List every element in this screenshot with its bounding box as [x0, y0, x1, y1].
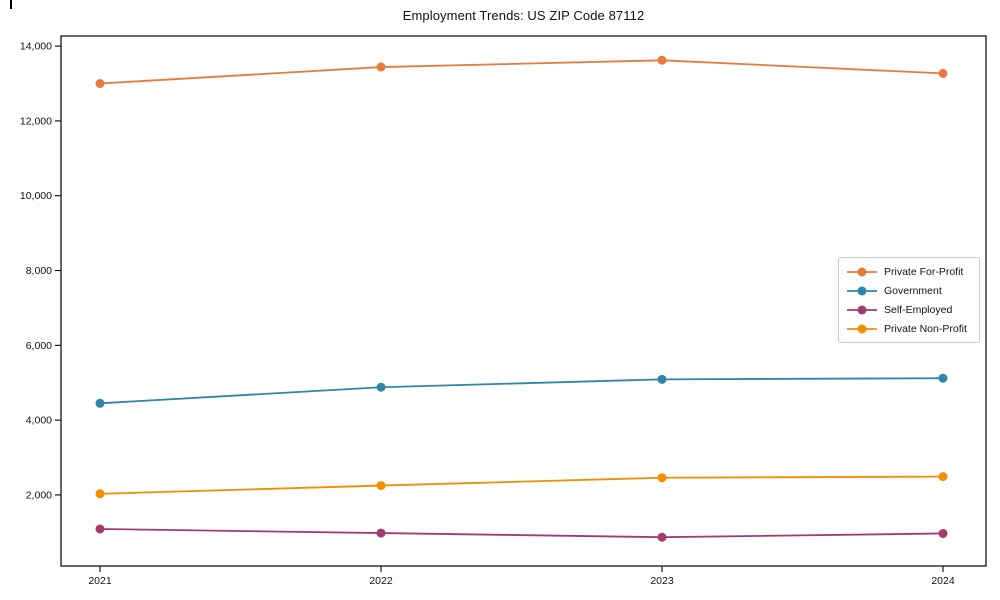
data-point-private-non-profit — [938, 472, 948, 482]
data-point-private-for-profit — [95, 79, 105, 89]
data-point-government — [938, 373, 948, 383]
data-point-private-for-profit — [657, 55, 667, 65]
legend-marker-self-employed — [847, 305, 877, 314]
data-point-government — [95, 398, 105, 408]
x-tick-label: 2022 — [369, 575, 393, 587]
x-tick-label: 2024 — [931, 575, 955, 587]
data-point-self-employed — [657, 532, 667, 542]
y-tick-label: 14,000 — [20, 41, 52, 53]
series-line-private-for-profit — [99, 59, 944, 85]
legend-item-private-for-profit: Private For-Profit — [846, 263, 972, 281]
chart-title: Employment Trends: US ZIP Code 87112 — [402, 8, 645, 23]
legend-item-government: Government — [846, 282, 972, 300]
data-point-self-employed — [95, 524, 105, 534]
y-tick-label: 10,000 — [20, 190, 52, 202]
y-tick-label: 8,000 — [26, 265, 52, 277]
screenshot-artifact-mark — [10, 0, 12, 9]
x-tick-label: 2021 — [88, 575, 112, 587]
legend-label-private-for-profit: Private For-Profit — [884, 265, 964, 278]
legend-label-private-non-profit: Private Non-Profit — [884, 322, 967, 335]
legend-item-self-employed: Self-Employed — [846, 301, 972, 319]
data-point-government — [657, 374, 667, 384]
legend-marker-private-for-profit — [847, 267, 877, 276]
data-point-private-non-profit — [376, 481, 386, 491]
legend-label-self-employed: Self-Employed — [884, 303, 953, 316]
y-tick-label: 6,000 — [26, 340, 52, 352]
data-point-private-non-profit — [657, 473, 667, 483]
y-tick-label: 12,000 — [20, 115, 52, 127]
legend-item-private-non-profit: Private Non-Profit — [846, 320, 972, 338]
data-point-private-non-profit — [95, 489, 105, 499]
data-point-private-for-profit — [376, 62, 386, 72]
plot-border — [60, 35, 987, 567]
series-line-private-non-profit — [99, 475, 944, 495]
x-tick-label: 2023 — [650, 575, 674, 587]
series-line-self-employed — [99, 528, 944, 539]
y-tick-label: 2,000 — [26, 489, 52, 501]
legend-marker-private-non-profit — [847, 324, 877, 333]
series-line-government — [99, 377, 944, 405]
legend-marker-government — [847, 286, 877, 295]
data-point-self-employed — [938, 528, 948, 538]
data-point-private-for-profit — [938, 68, 948, 78]
data-point-self-employed — [376, 528, 386, 538]
legend: Private For-Profit Government Self-Employe… — [838, 257, 980, 343]
y-tick-label: 4,000 — [26, 415, 52, 427]
data-point-government — [376, 382, 386, 392]
legend-label-government: Government — [884, 284, 942, 297]
